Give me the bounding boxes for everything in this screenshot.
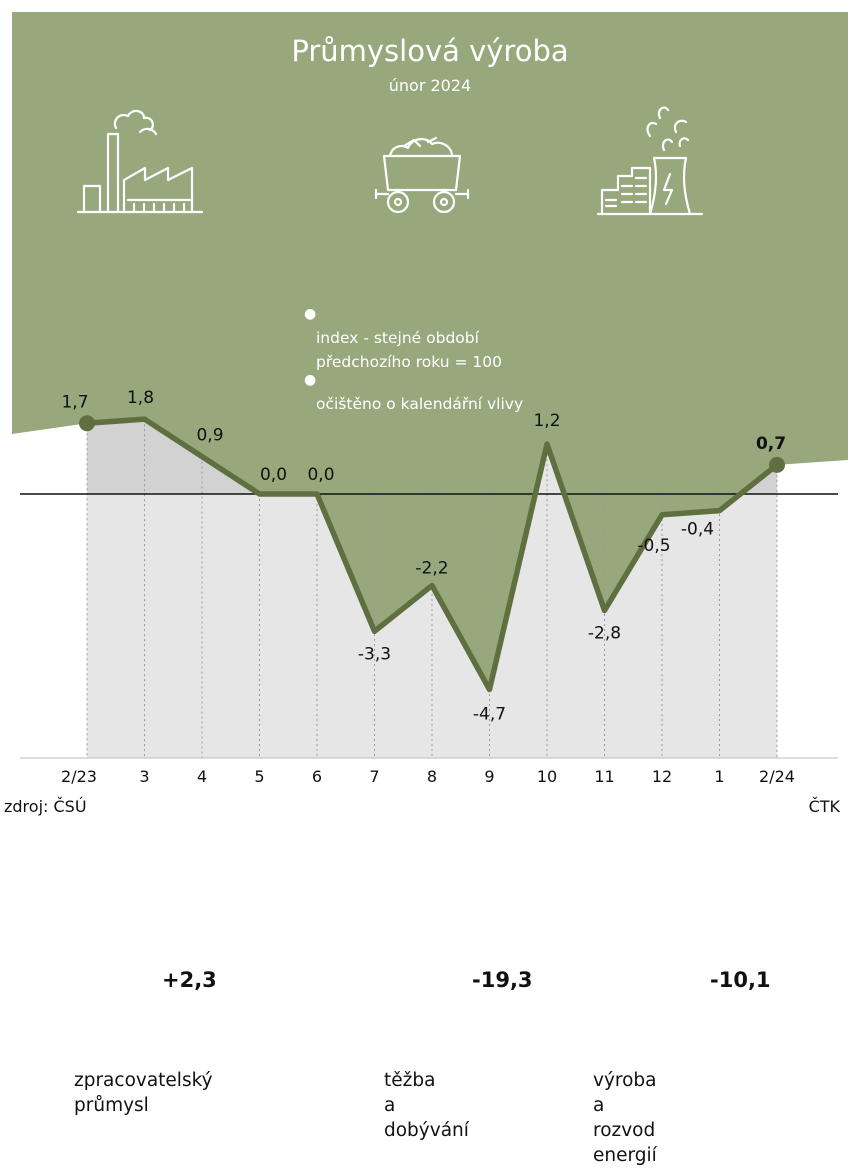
x-tick-label: 7 <box>369 767 379 786</box>
chart-subtitle: únor 2024 <box>388 76 472 95</box>
x-tick-label: 3 <box>139 767 149 786</box>
chart-root: 1,7 1,8 0,9 0,0 0,0 -3,3 -2,2 -4,7 1,2 -2,8 -0,5 -0… <box>4 12 848 1166</box>
data-label: 0,9 <box>196 426 223 446</box>
series-line <box>86 416 779 693</box>
power-plant-icon <box>596 106 704 216</box>
source-label: zdroj: ČSÚ <box>4 797 87 816</box>
mine-cart-icon <box>374 136 470 214</box>
data-label: -0,4 <box>681 520 714 540</box>
note-text: očištěno o kalendářní vlivy <box>316 395 524 413</box>
data-label: 1,2 <box>533 411 560 431</box>
plot-area: 1,7 1,8 0,9 0,0 0,0 -3,3 -2,2 -4,7 1,2 -2,8 -0,5 -0… <box>20 388 838 786</box>
note-text: index - stejné období předchozího roku =… <box>316 329 503 371</box>
data-point <box>79 415 95 432</box>
x-tick-label: 2/24 <box>759 767 795 786</box>
sector-label: těžba a dobývání <box>384 1070 469 1141</box>
data-label: -0,5 <box>637 536 670 556</box>
data-label: -4,7 <box>473 705 506 725</box>
note-calendar: ● očištěno o kalendářní vlivy <box>304 368 524 416</box>
data-label: 1,8 <box>127 388 154 408</box>
data-label: 0,0 <box>307 465 334 485</box>
data-point <box>769 456 785 473</box>
x-tick-label: 11 <box>594 767 614 786</box>
x-tick-label: 6 <box>312 767 322 786</box>
bullet-icon: ● <box>304 306 317 322</box>
data-label: 0,0 <box>260 465 287 485</box>
x-tick-label: 4 <box>197 767 207 786</box>
x-tick-label: 5 <box>254 767 264 786</box>
sector-value: -10,1 <box>710 968 771 992</box>
credit-label: ČTK <box>808 797 840 816</box>
bullet-icon: ● <box>304 372 317 388</box>
data-label: -3,3 <box>358 644 391 664</box>
green-background-band <box>12 12 848 690</box>
factory-icon <box>76 109 204 214</box>
x-tick-label: 2/23 <box>61 767 97 786</box>
data-label: -2,8 <box>588 623 621 643</box>
x-tick-label: 12 <box>652 767 672 786</box>
x-tick-label: 1 <box>714 767 724 786</box>
chart-title: Průmyslová výroba <box>291 34 569 68</box>
data-label: 1,7 <box>61 392 88 412</box>
x-tick-label: 10 <box>537 767 557 786</box>
sector-value: -19,3 <box>472 968 533 992</box>
data-label: 0,7 <box>756 434 786 454</box>
sector-label: zpracovatelský průmysl <box>74 1070 213 1116</box>
sector-icons <box>76 106 704 216</box>
x-tick-label: 8 <box>427 767 437 786</box>
note-index: ● index - stejné období předchozího roku … <box>304 302 503 374</box>
x-tick-label: 9 <box>484 767 494 786</box>
chart-canvas: 1,7 1,8 0,9 0,0 0,0 -3,3 -2,2 -4,7 1,2 -2,8 -0,5 -0… <box>12 12 848 786</box>
data-label: -2,2 <box>415 559 448 579</box>
sector-value: +2,3 <box>162 968 217 992</box>
sector-label: výroba a rozvod energií <box>593 1070 657 1166</box>
